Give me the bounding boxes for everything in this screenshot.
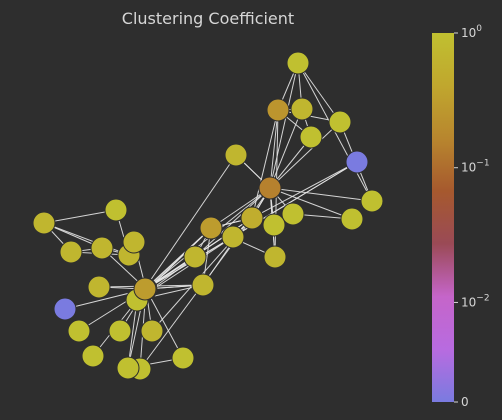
graph-node [81, 344, 105, 368]
graph-node [104, 198, 128, 222]
graph-node [87, 275, 111, 299]
edge [43, 209, 117, 224]
graph-node [116, 356, 140, 380]
graph-node [263, 245, 287, 269]
colorbar-tick-label: 10−2 [461, 293, 490, 309]
graph-node [59, 240, 83, 264]
graph-node [266, 98, 290, 122]
edge [269, 62, 299, 189]
graph-node [360, 189, 384, 213]
graph-node [199, 216, 223, 240]
graph-node [286, 51, 310, 75]
graph-node [340, 207, 364, 231]
colorbar-gradient [432, 33, 454, 402]
graph-node [183, 245, 207, 269]
node-layer [32, 51, 384, 381]
graph-node [122, 230, 146, 254]
graph-node [240, 206, 264, 230]
edge [269, 187, 353, 220]
edge [269, 121, 341, 189]
graph-node [281, 202, 305, 226]
graph-node [262, 213, 286, 237]
graph-node [224, 143, 248, 167]
graph-node [53, 297, 77, 321]
edge [251, 109, 279, 219]
edge [297, 62, 341, 123]
edge [194, 187, 271, 258]
graph-node [171, 346, 195, 370]
chart-title: Clustering Coefficient [122, 9, 294, 28]
edge [269, 108, 303, 189]
colorbar: 100 10−1 10−2 0 [432, 24, 490, 409]
colorbar-tick-label: 10−1 [461, 159, 490, 175]
graph-node [290, 97, 314, 121]
graph-node [90, 236, 114, 260]
graph-node [108, 319, 132, 343]
edge [145, 288, 184, 359]
edge [269, 109, 279, 189]
graph-node [140, 319, 164, 343]
graph-node [345, 150, 369, 174]
edge [43, 222, 130, 256]
graph-node [32, 211, 56, 235]
edge [210, 187, 271, 229]
graph-node [328, 110, 352, 134]
edge [136, 154, 237, 301]
graph-node [191, 273, 215, 297]
graph-node [133, 277, 157, 301]
graph-node [299, 125, 323, 149]
colorbar-tick-label: 0 [461, 395, 469, 409]
edge-layer [43, 62, 373, 370]
colorbar-tick-label: 100 [461, 24, 482, 40]
colorbar-ticks: 100 10−1 10−2 0 [454, 24, 490, 409]
graph-node [258, 176, 282, 200]
edge [251, 161, 358, 219]
graph-node [221, 225, 245, 249]
graph-node [67, 319, 91, 343]
edge [269, 187, 373, 202]
